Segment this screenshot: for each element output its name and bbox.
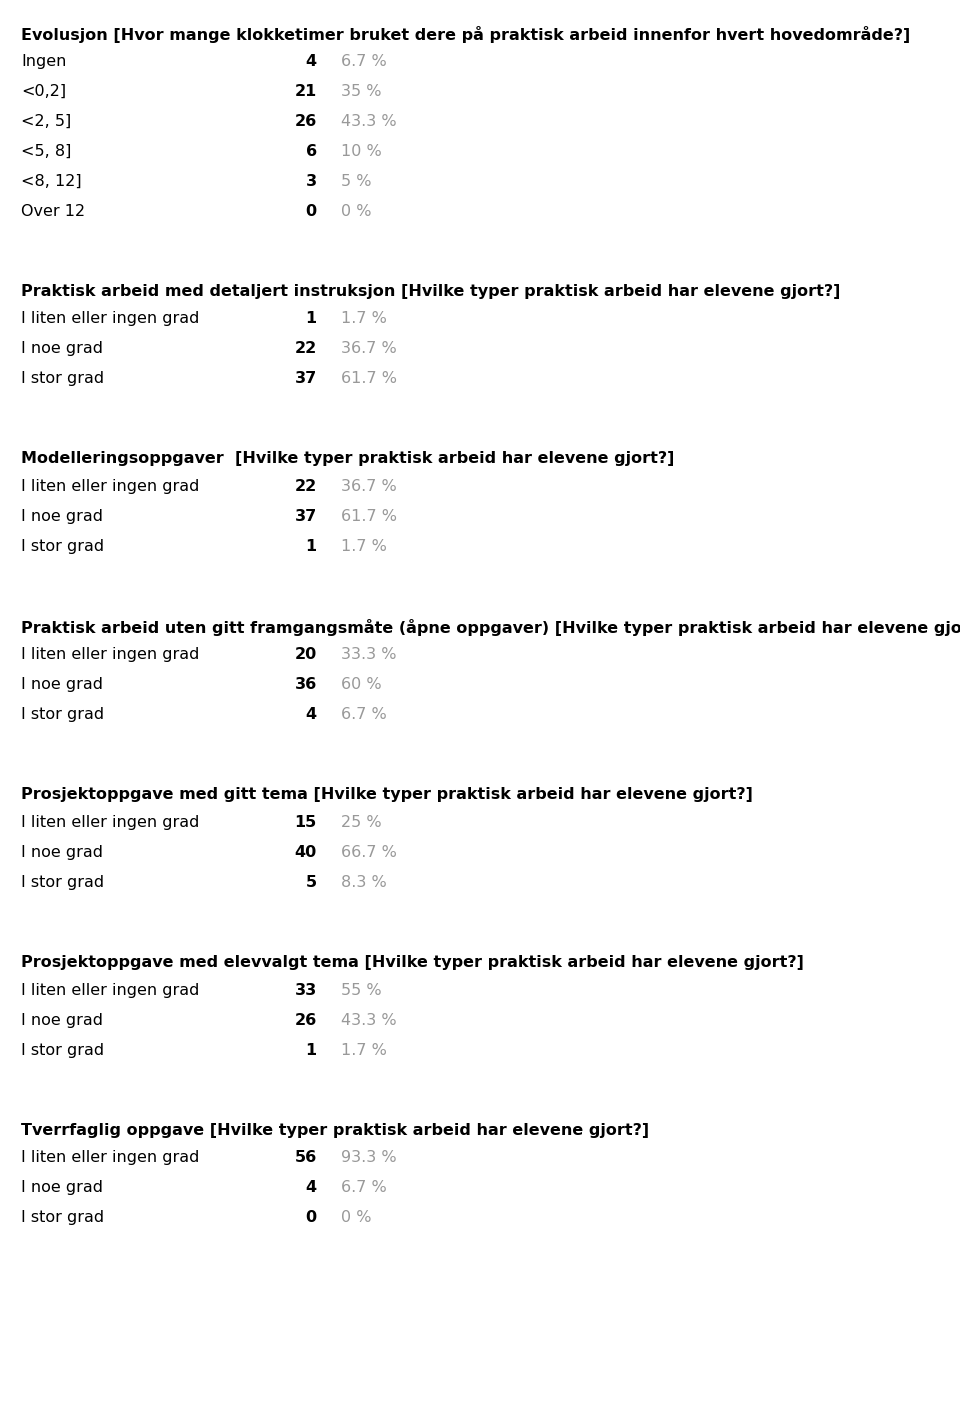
Text: 1.7 %: 1.7 % [341,311,387,326]
Text: 61.7 %: 61.7 % [341,371,396,387]
Text: 6.7 %: 6.7 % [341,1180,387,1196]
Text: Tverrfaglig oppgave [Hvilke typer praktisk arbeid har elevene gjort?]: Tverrfaglig oppgave [Hvilke typer prakti… [21,1123,649,1138]
Text: 93.3 %: 93.3 % [341,1151,396,1165]
Text: 22: 22 [295,480,317,494]
Text: 33.3 %: 33.3 % [341,647,396,663]
Text: 25 %: 25 % [341,815,381,830]
Text: 40: 40 [295,844,317,860]
Text: 36.7 %: 36.7 % [341,342,396,356]
Text: 6.7 %: 6.7 % [341,53,387,69]
Text: 20: 20 [295,647,317,663]
Text: 1.7 %: 1.7 % [341,1043,387,1058]
Text: 37: 37 [295,371,317,387]
Text: 0 %: 0 % [341,1210,372,1225]
Text: <0,2]: <0,2] [21,83,66,98]
Text: 5 %: 5 % [341,173,372,189]
Text: Over 12: Over 12 [21,204,85,218]
Text: 22: 22 [295,342,317,356]
Text: Prosjektoppgave med elevvalgt tema [Hvilke typer praktisk arbeid har elevene gjo: Prosjektoppgave med elevvalgt tema [Hvil… [21,955,804,969]
Text: I liten eller ingen grad: I liten eller ingen grad [21,1151,200,1165]
Text: Praktisk arbeid uten gitt framgangsmåte (åpne oppgaver) [Hvilke typer praktisk a: Praktisk arbeid uten gitt framgangsmåte … [21,619,960,636]
Text: 37: 37 [295,509,317,525]
Text: 26: 26 [295,114,317,128]
Text: 36.7 %: 36.7 % [341,480,396,494]
Text: 3: 3 [305,173,317,189]
Text: 1: 1 [305,1043,317,1058]
Text: 1: 1 [305,311,317,326]
Text: I stor grad: I stor grad [21,539,105,554]
Text: I liten eller ingen grad: I liten eller ingen grad [21,647,200,663]
Text: 4: 4 [305,53,317,69]
Text: 43.3 %: 43.3 % [341,1013,396,1027]
Text: 4: 4 [305,1180,317,1196]
Text: I liten eller ingen grad: I liten eller ingen grad [21,311,200,326]
Text: 1: 1 [305,539,317,554]
Text: Praktisk arbeid med detaljert instruksjon [Hvilke typer praktisk arbeid har elev: Praktisk arbeid med detaljert instruksjo… [21,284,841,298]
Text: I stor grad: I stor grad [21,875,105,889]
Text: I noe grad: I noe grad [21,1180,103,1196]
Text: I stor grad: I stor grad [21,1043,105,1058]
Text: 6: 6 [305,144,317,159]
Text: 8.3 %: 8.3 % [341,875,387,889]
Text: 66.7 %: 66.7 % [341,844,396,860]
Text: Ingen: Ingen [21,53,66,69]
Text: <2, 5]: <2, 5] [21,114,71,128]
Text: <5, 8]: <5, 8] [21,144,71,159]
Text: <8, 12]: <8, 12] [21,173,82,189]
Text: 35 %: 35 % [341,83,381,98]
Text: 61.7 %: 61.7 % [341,509,396,525]
Text: 26: 26 [295,1013,317,1027]
Text: I liten eller ingen grad: I liten eller ingen grad [21,480,200,494]
Text: 1.7 %: 1.7 % [341,539,387,554]
Text: 55 %: 55 % [341,982,381,998]
Text: I noe grad: I noe grad [21,844,103,860]
Text: 21: 21 [295,83,317,98]
Text: Prosjektoppgave med gitt tema [Hvilke typer praktisk arbeid har elevene gjort?]: Prosjektoppgave med gitt tema [Hvilke ty… [21,787,753,802]
Text: I stor grad: I stor grad [21,706,105,722]
Text: 6.7 %: 6.7 % [341,706,387,722]
Text: Evolusjon [Hvor mange klokketimer bruket dere på praktisk arbeid innenfor hvert : Evolusjon [Hvor mange klokketimer bruket… [21,25,910,42]
Text: I liten eller ingen grad: I liten eller ingen grad [21,982,200,998]
Text: I liten eller ingen grad: I liten eller ingen grad [21,815,200,830]
Text: 15: 15 [295,815,317,830]
Text: 56: 56 [295,1151,317,1165]
Text: I stor grad: I stor grad [21,371,105,387]
Text: 5: 5 [305,875,317,889]
Text: 10 %: 10 % [341,144,381,159]
Text: 33: 33 [295,982,317,998]
Text: 43.3 %: 43.3 % [341,114,396,128]
Text: Modelleringsoppgaver  [Hvilke typer praktisk arbeid har elevene gjort?]: Modelleringsoppgaver [Hvilke typer prakt… [21,452,675,466]
Text: I noe grad: I noe grad [21,677,103,692]
Text: 0 %: 0 % [341,204,372,218]
Text: I noe grad: I noe grad [21,342,103,356]
Text: I noe grad: I noe grad [21,1013,103,1027]
Text: 36: 36 [295,677,317,692]
Text: I noe grad: I noe grad [21,509,103,525]
Text: I stor grad: I stor grad [21,1210,105,1225]
Text: 0: 0 [305,1210,317,1225]
Text: 0: 0 [305,204,317,218]
Text: 60 %: 60 % [341,677,381,692]
Text: 4: 4 [305,706,317,722]
